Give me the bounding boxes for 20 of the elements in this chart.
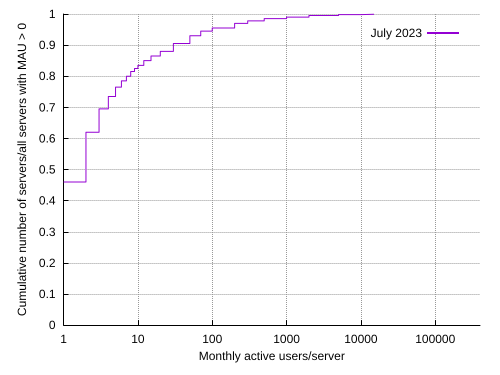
x-tick-label: 100 — [202, 332, 223, 346]
y-tick-label: 0.2 — [38, 256, 56, 270]
x-tick-label: 100000 — [415, 332, 456, 346]
y-axis-title: Cumulative number of servers/all servers with MAU > 0 — [15, 22, 29, 316]
y-tick-label: 0.6 — [38, 131, 56, 146]
x-axis-title: Monthly active users/server — [198, 349, 345, 363]
legend-label: July 2023 — [370, 26, 422, 40]
y-tick-label: 0.5 — [38, 162, 56, 177]
y-tick-label: 0.9 — [38, 38, 56, 52]
y-tick-label: 0.8 — [38, 69, 56, 84]
x-tick-label: 1000 — [273, 332, 300, 346]
y-tick-label: 0.1 — [38, 286, 56, 301]
y-tick-label: 1 — [48, 7, 56, 21]
y-tick-label: 0.7 — [38, 100, 56, 114]
y-tick-label: 0.4 — [38, 194, 56, 208]
x-tick-label: 1 — [60, 332, 68, 346]
x-tick-label: 10 — [131, 332, 145, 346]
x-tick-label: 10000 — [344, 332, 378, 346]
y-tick-label: 0.3 — [38, 224, 56, 239]
y-tick-label: 0 — [48, 318, 56, 332]
